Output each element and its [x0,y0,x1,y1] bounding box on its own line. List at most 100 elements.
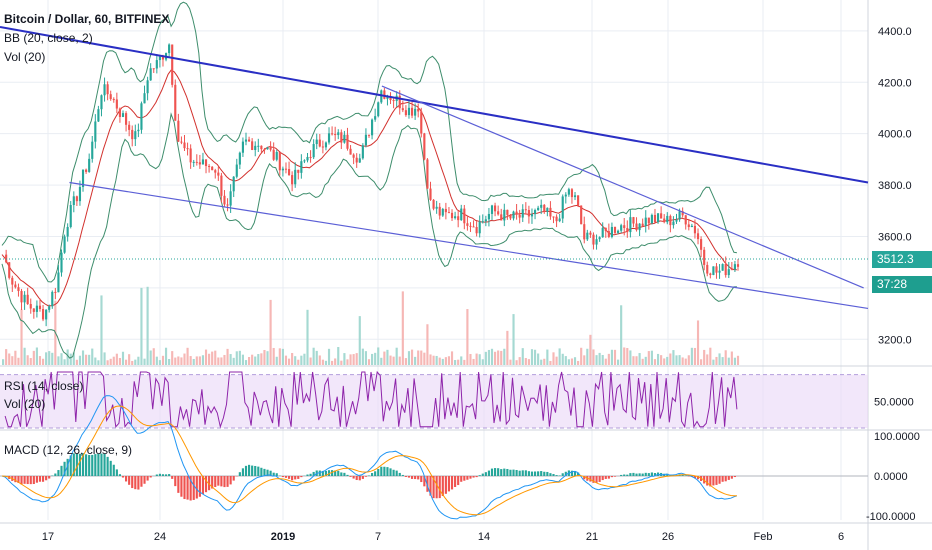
trendline-1 [69,181,869,310]
price-axis[interactable]: 4400.0 4200.0 4000.0 3800.0 3600.0 3200.0 50.0… [866,26,920,523]
macd-histogram-bar [592,476,595,483]
macd-histogram-bar [515,469,518,476]
macd-histogram-bar [201,476,205,495]
candle-body [235,164,238,177]
candle-body [88,158,91,172]
volume-bar [524,358,527,365]
macd-histogram-bar [275,473,278,476]
macd-histogram-bar [469,476,472,479]
candle-body [11,277,14,285]
macd-histogram-bar [45,476,48,481]
candle-body [192,161,195,163]
macd-histogram-bar [72,453,75,476]
candle-body [444,208,447,213]
candle-body [358,158,361,163]
candle-body [497,211,500,215]
candle-body [128,124,131,130]
macd-tick-label: -100.0000 [866,511,916,523]
candle-body [466,223,469,226]
candle-body [512,211,515,219]
macd-histogram-bar [650,472,653,476]
volume-bar [727,357,730,365]
volume-bar [131,360,134,365]
rsi-legend[interactable]: RSI (14, close) [4,379,84,393]
macd-histogram-bar [721,476,724,482]
candle-body [183,142,186,149]
candle-body [460,208,463,221]
volume-bar [248,357,251,365]
rsi-vol-legend[interactable]: Vol (20) [4,397,46,411]
volume-bar [275,356,278,365]
macd-tick-label: 0.0000 [874,471,908,483]
volume-bar [410,349,414,365]
candle-body [503,209,506,221]
candle-body [115,99,118,109]
candle-body [266,147,269,150]
macd-histogram-bar [450,476,454,490]
volume-bar [349,354,352,365]
volume-bar [546,349,549,365]
candle-body [355,157,358,163]
candle-body [447,212,451,214]
volume-bar [192,358,195,365]
symbol-title[interactable]: Bitcoin / Dollar, 60, BITFINEX [4,12,170,26]
candle-body [94,121,97,142]
candle-body [401,108,404,111]
macd-histogram-bar [561,473,564,476]
candle-body [475,227,478,234]
candle-body [524,209,527,211]
macd-histogram-bar [706,476,709,486]
candle-body [595,239,598,245]
volume-bar [438,357,441,365]
volume-bar [549,360,552,365]
volume-bar [601,354,604,365]
macd-histogram-bar [454,476,457,488]
volume-bar [306,309,309,365]
macd-histogram-bar [78,453,82,476]
volume-bar [75,359,78,365]
candle-body [573,195,577,198]
candle-body [131,129,134,140]
macd-histogram-bar [174,476,177,487]
volume-bar [48,351,51,365]
macd-histogram-bar [570,470,574,476]
candle-body [601,227,604,238]
volume-bar [494,351,497,365]
volume-bar [340,360,343,365]
candle-body [331,133,334,135]
volume-bar [718,353,721,365]
candle-body [700,239,703,250]
volume-bar [444,357,447,365]
candle-body [48,306,51,310]
vol-legend[interactable]: Vol (20) [4,50,46,64]
trend-lines[interactable] [0,26,869,310]
macd-histogram-bar [530,471,534,476]
macd-histogram-bar [337,470,340,476]
macd-legend[interactable]: MACD (12, 26, close, 9) [4,443,133,457]
macd-histogram-bar [404,476,407,477]
volume-bar [463,359,466,365]
time-tick-label: 7 [375,531,381,543]
macd-histogram-bar [641,473,644,476]
macd-histogram-bar [180,476,183,497]
candle-body [561,196,564,219]
volume-bar [180,357,183,365]
volume-bar [472,358,475,365]
macd-histogram-bar [712,476,715,486]
candle-body [494,205,497,212]
macd-histogram-bar [540,471,543,476]
macd-histogram-bar [57,470,60,476]
volume-bar [700,359,703,365]
volume-bar [69,353,72,365]
macd-histogram-bar [192,476,195,500]
time-axis[interactable]: 17 24 2019 7 14 21 26 Feb 6 [42,531,844,543]
bb-legend[interactable]: BB (20, close, 2) [4,31,93,45]
macd-histogram-bar [109,460,112,476]
macd-histogram-bar [718,476,721,484]
candle-body [109,94,112,100]
volume-bar [278,348,281,365]
candle-body [626,228,629,233]
candle-body [656,213,660,223]
volume-bar [712,359,715,365]
